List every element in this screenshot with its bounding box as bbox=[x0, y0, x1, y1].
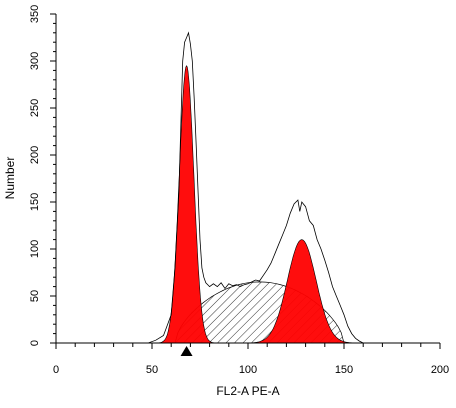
y-tick-label: 350 bbox=[29, 5, 41, 23]
y-axis-title: Number bbox=[3, 157, 17, 200]
y-tick-label: 250 bbox=[29, 99, 41, 117]
axes: 0 50 100 150 200 0 50 100 150 200 250 300 350 bbox=[29, 5, 449, 376]
x-tick-label: 50 bbox=[146, 364, 158, 376]
x-tick-label: 0 bbox=[53, 364, 59, 376]
plot-area bbox=[56, 31, 440, 344]
g1-peak bbox=[157, 65, 216, 344]
x-tick-label: 150 bbox=[335, 364, 353, 376]
x-tick-label: 100 bbox=[239, 364, 257, 376]
histogram-outline bbox=[56, 31, 440, 344]
y-tick-label: 200 bbox=[29, 146, 41, 164]
y-tick-label: 100 bbox=[29, 240, 41, 258]
x-tick-label: 200 bbox=[431, 364, 449, 376]
gate-marker-triangle bbox=[180, 346, 193, 356]
y-tick-label: 300 bbox=[29, 52, 41, 70]
g2-peak bbox=[244, 239, 360, 344]
y-tick-label: 0 bbox=[29, 340, 41, 346]
y-tick-label: 50 bbox=[29, 290, 41, 302]
x-axis-title: FL2-A PE-A bbox=[216, 384, 279, 398]
y-tick-label: 150 bbox=[29, 193, 41, 211]
